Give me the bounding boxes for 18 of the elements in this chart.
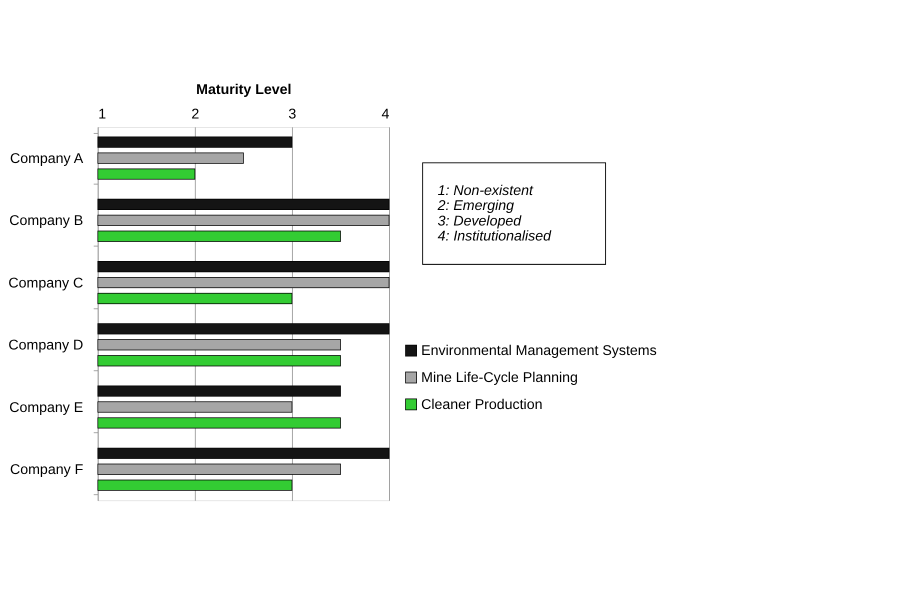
text: 2: Emerging bbox=[436, 198, 514, 214]
y-tick-label: Company E bbox=[9, 400, 84, 416]
text: 3: Developed bbox=[438, 213, 522, 230]
y-tick-label: Company D bbox=[8, 338, 84, 354]
y-tick-label: Company F bbox=[10, 462, 84, 478]
x-tick-label: 3 bbox=[288, 106, 296, 122]
legend-label: Cleaner Production bbox=[421, 396, 542, 413]
legend-label: Environmental Management Systems bbox=[421, 343, 657, 360]
legend-label: Mine Life-Cycle Planning bbox=[421, 370, 578, 386]
y-tick-label: Company C bbox=[8, 275, 84, 292]
x-tick-label: 4 bbox=[382, 106, 390, 122]
y-tick-label: Company B bbox=[9, 213, 84, 230]
x-tick-label: 1 bbox=[98, 106, 106, 122]
y-tick-label: Company A bbox=[10, 150, 84, 167]
x-axis-title: Maturity Level bbox=[196, 82, 292, 98]
text: 1: Non-existent bbox=[438, 183, 534, 200]
x-tick-label: 2 bbox=[191, 106, 200, 122]
text: 4: Institutionalised bbox=[438, 228, 552, 244]
